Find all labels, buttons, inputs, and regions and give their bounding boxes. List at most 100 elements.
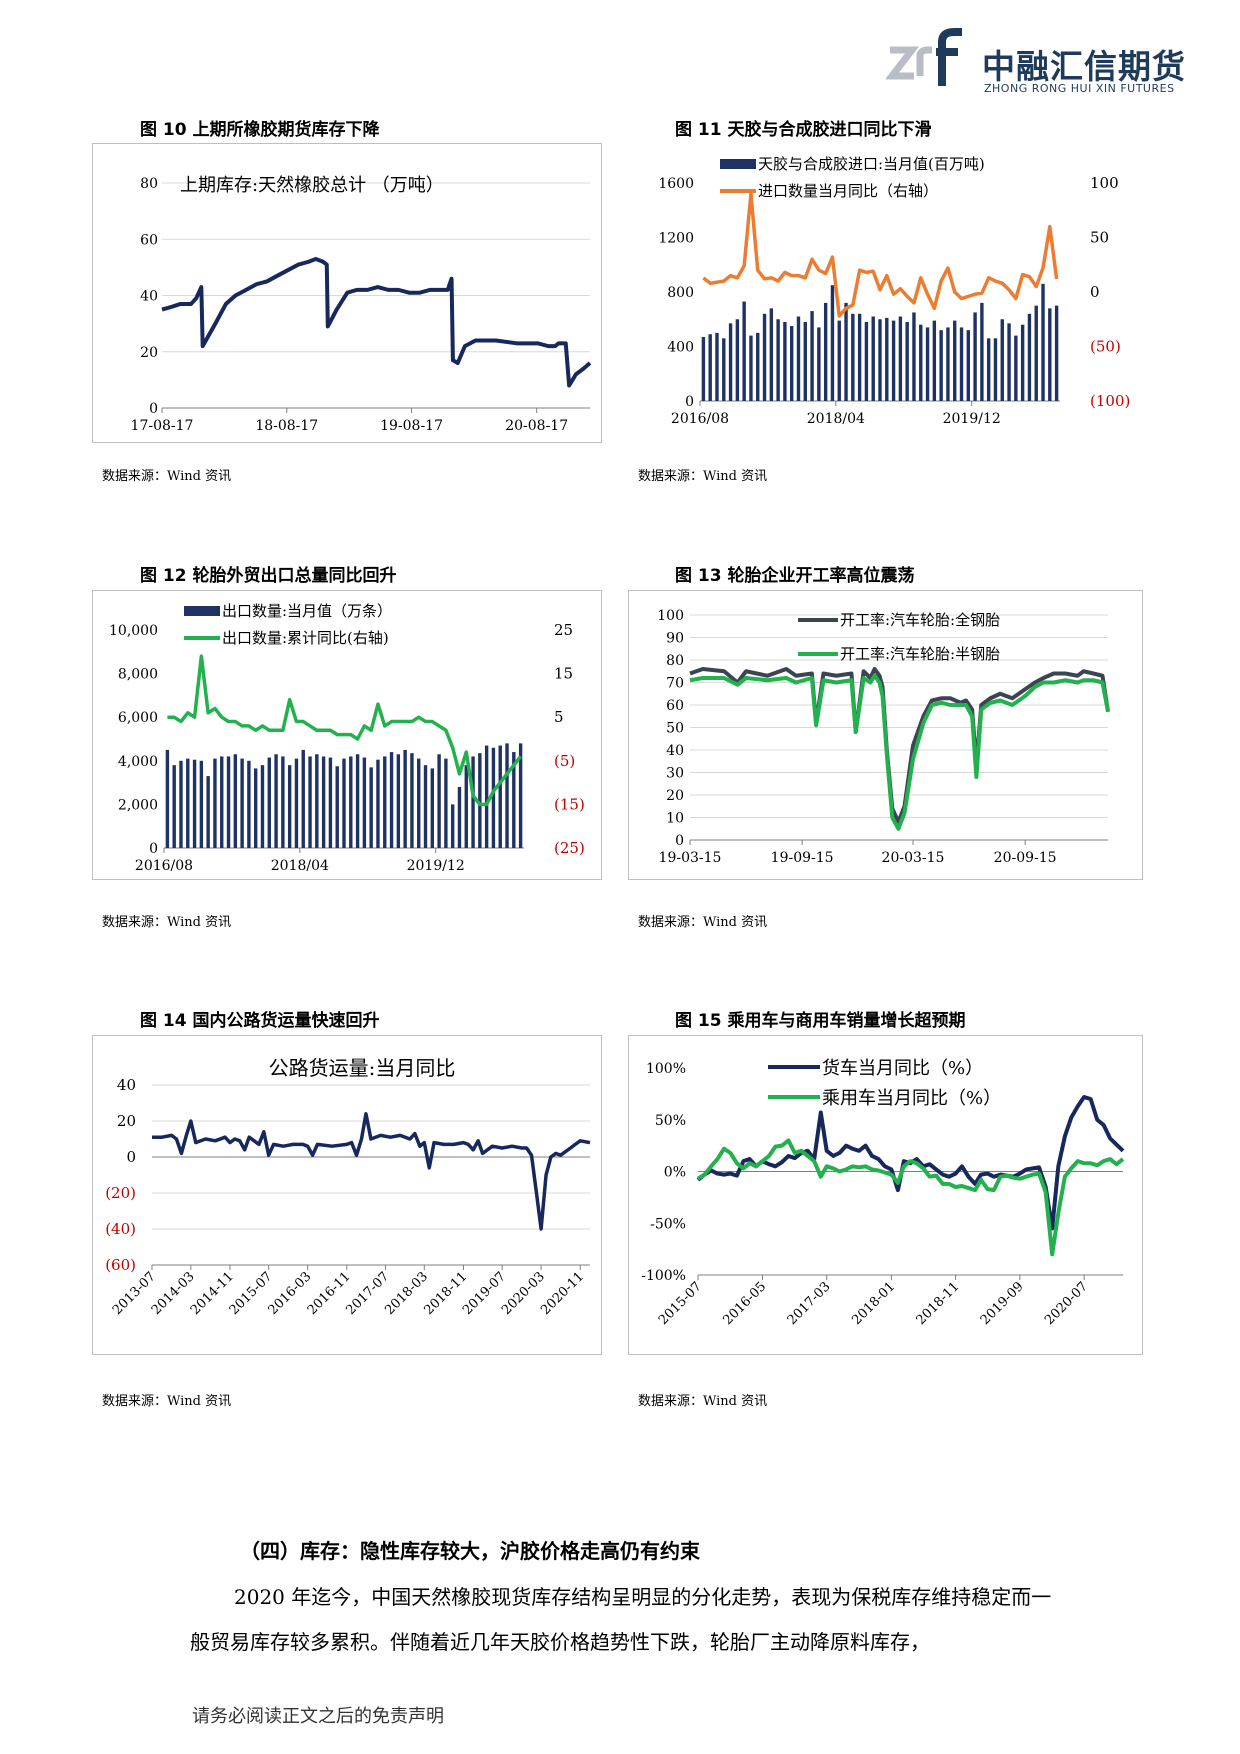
y-right-tick-label: 50: [1090, 229, 1109, 247]
y-left-tick-label: 10,000: [109, 623, 158, 639]
bar: [932, 320, 937, 401]
x-tick-label: 2018/04: [807, 411, 865, 427]
y-left-tick-label: 8,000: [118, 667, 158, 683]
bar: [342, 758, 346, 848]
chart-frame: [92, 143, 602, 443]
section-paragraph: 2020 年迄今，中国天然橡胶现货库存结构呈明显的分化走势，表现为保税库存维持稳…: [190, 1575, 1070, 1665]
figure-15-title: 图 15 乘用车与商用车销量增长超预期: [675, 1011, 966, 1031]
series-line-inventory: [161, 256, 592, 388]
chart-tire-exports: 0 2,000 4,000 6,000 8,000 10,000 25 15 5 (5) (15) (…: [92, 590, 602, 880]
bar: [1000, 319, 1004, 401]
x-tick-label: 2016/08: [671, 411, 729, 427]
bar: [199, 760, 204, 848]
bar: [966, 330, 970, 401]
bar: [844, 302, 848, 401]
y-tick-label: -100%: [641, 1268, 686, 1284]
y-tick-label: 40: [117, 1076, 136, 1094]
x-tick-label: 19-09-15: [771, 850, 834, 866]
y-tick-label: 40: [666, 743, 684, 759]
y-tick-label: 40: [140, 289, 158, 305]
x-tick-label: 2016-05: [720, 1279, 769, 1328]
chart-rubber-inventory: 0 20 40 60 80 17-08-17 18-08-17 19-08-17 20-08-1…: [92, 143, 602, 443]
paragraph-text: 2020 年迄今，中国天然橡胶现货库存结构呈明显的分化走势，表现为保税库存维持稳…: [190, 1585, 1052, 1654]
bar: [491, 747, 496, 848]
bar: [512, 752, 516, 848]
y-tick-label: (60): [105, 1256, 136, 1274]
bar: [233, 754, 238, 848]
bar: [206, 776, 210, 848]
bar: [756, 332, 760, 401]
bar: [464, 765, 468, 848]
bar: [349, 756, 353, 848]
bar: [321, 756, 326, 848]
legend-label: 开工率:汽车轮胎:全钢胎: [840, 611, 1000, 629]
figure-10-source: 数据来源：Wind 资讯: [102, 469, 232, 484]
chart-vehicle-sales: -100% -50% 0% 50% 100% 2015-07 2016-05 2017-03 2…: [628, 1035, 1143, 1355]
y-right-tick-label: (50): [1090, 338, 1121, 356]
y-left-tick-label: 400: [667, 340, 694, 356]
y-tick-label: -50%: [650, 1216, 686, 1232]
y-tick-label: 0: [675, 833, 684, 849]
x-tick-label: 2020-11: [538, 1269, 587, 1318]
y-tick-label: (20): [105, 1184, 136, 1202]
chart-title: 公路货运量:当月同比: [269, 1056, 456, 1080]
x-tick-label: 2015-07: [656, 1279, 705, 1328]
bar: [308, 756, 312, 848]
bar: [484, 745, 489, 848]
legend-label-bar: 天胶与合成胶进口:当月值(百万吨): [758, 155, 985, 173]
y-tick-label: 70: [666, 676, 684, 692]
bar: [1027, 313, 1032, 401]
y-tick-label: 10: [666, 811, 684, 827]
bar: [213, 758, 217, 848]
bar: [1020, 324, 1025, 401]
bar: [335, 766, 339, 848]
bar: [769, 308, 774, 401]
bar: [851, 313, 855, 401]
y-tick-label: (40): [105, 1220, 136, 1238]
bar: [430, 768, 434, 848]
x-tick-label: 19-03-15: [659, 850, 722, 866]
logo-company-name: 中融汇信期货: [982, 47, 1186, 86]
bar: [254, 768, 258, 848]
y-tick-label: 0%: [664, 1165, 686, 1181]
y-tick-label: 50: [666, 721, 684, 737]
legend-label: 乘用车当月同比（%）: [822, 1088, 1001, 1109]
bar: [287, 765, 292, 848]
bar: [369, 767, 373, 848]
bar: [905, 321, 909, 401]
bar: [355, 754, 360, 848]
y-right-tick-label: (25): [554, 839, 585, 857]
bar: [722, 338, 726, 401]
bar: [973, 312, 977, 401]
x-tick-label: 2020-07: [1042, 1279, 1091, 1328]
legend-label: 开工率:汽车轮胎:半钢胎: [840, 645, 1000, 663]
series-line-all-steel: [689, 667, 1110, 824]
zrf-logo-mark-icon: [886, 28, 962, 86]
bar: [857, 313, 862, 401]
logo-company-name-en: ZHONG RONG HUI XIN FUTURES: [984, 82, 1175, 95]
series-line-semi-steel: [689, 673, 1110, 831]
figure-11-source: 数据来源：Wind 资讯: [638, 469, 768, 484]
x-tick-label: 2017-03: [785, 1279, 834, 1328]
y-tick-label: 60: [140, 232, 158, 248]
bar: [830, 285, 835, 401]
bar: [912, 312, 916, 401]
bar: [803, 321, 807, 401]
bar: [301, 749, 305, 848]
y-tick-label: 0: [126, 1148, 136, 1166]
bar: [410, 753, 414, 848]
y-right-tick-label: (100): [1090, 392, 1130, 410]
bar: [1014, 335, 1018, 401]
y-left-tick-label: 800: [667, 285, 694, 301]
bar: [885, 317, 889, 401]
chart-title: 上期库存:天然橡胶总计 （万吨）: [180, 175, 444, 196]
x-tick-label: 19-08-17: [380, 418, 443, 434]
bar: [389, 752, 394, 848]
bar: [457, 786, 462, 848]
bar: [701, 336, 706, 401]
y-left-tick-label: 4,000: [118, 754, 158, 770]
bar: [450, 804, 455, 848]
chart-tire-operating-rate: 0 10 20 30 40 50 60 70 80 90 100 19-03-15 19-09-15 20…: [628, 590, 1143, 880]
legend-label: 货车当月同比（%）: [822, 1058, 983, 1079]
bar: [179, 760, 183, 848]
